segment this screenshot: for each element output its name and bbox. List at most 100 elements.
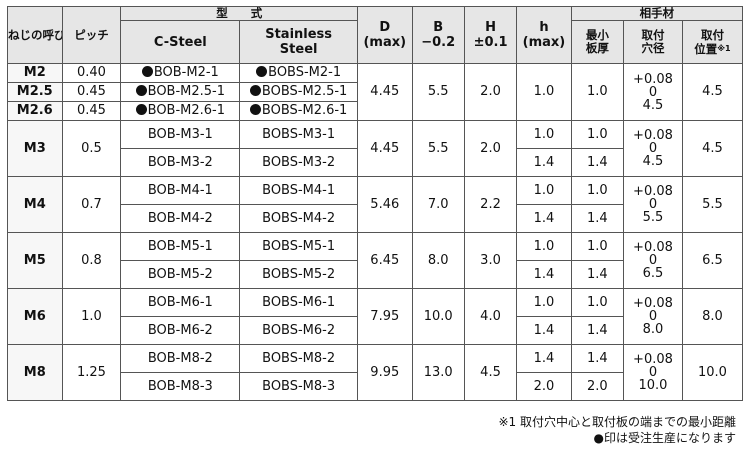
header-hole-dia: 取付 穴径 <box>623 20 683 64</box>
hole-dia-cell: +0.08 0 6.5 <box>623 232 683 289</box>
csteel-cell: BOB-M2.5-1 <box>120 82 241 102</box>
hh-cell: 1.4 <box>516 260 572 289</box>
stainless-cell: BOBS-M4-2 <box>239 204 359 233</box>
table-row: BOB-M3-2 BOBS-M3-2 1.4 1.4 <box>8 148 743 177</box>
hh-cell: 1.4 <box>516 148 572 177</box>
b-cell: 5.5 <box>411 120 465 177</box>
header-pitch: ピッチ <box>61 6 122 64</box>
stainless-cell: BOBS-M5-2 <box>239 260 359 289</box>
spec-table: ねじの呼び ピッチ 型 式 D (max) B −0.2 H ±0.1 h (max) … <box>7 6 744 401</box>
table-row: M4 0.7 BOB-M4-1 BOBS-M4-1 5.46 7.0 2.2 1.0 1.0 +0… <box>7 176 744 233</box>
stainless-cell: BOBS-M6-1 <box>239 288 359 317</box>
header-model: 型 式 <box>120 6 359 21</box>
table-row: M5 0.8 BOB-M5-1 BOBS-M5-1 6.45 8.0 3.0 1.0 1.0 +0… <box>7 232 744 289</box>
csteel-cell: BOB-M2-1 <box>120 63 241 83</box>
d-cell: 9.95 <box>357 344 413 401</box>
d-cell: 4.45 <box>357 120 413 177</box>
h-cell: 4.0 <box>463 288 518 345</box>
hole-pos-cell: 4.5 <box>681 120 744 177</box>
min-thick-cell: 1.4 <box>570 344 625 373</box>
table-row: M8 1.25 BOB-M8-2 BOBS-M8-2 9.95 13.0 4.5 1.4 1.4… <box>7 344 744 401</box>
hole-pos-cell: 5.5 <box>681 176 744 233</box>
stainless-cell: BOBS-M6-2 <box>239 316 359 345</box>
size-cell: M4 <box>7 176 63 233</box>
csteel-cell: BOB-M5-1 <box>120 232 241 261</box>
size-cell: M2.6 <box>7 101 63 121</box>
d-cell: 5.46 <box>357 176 413 233</box>
made-to-order-icon <box>249 85 261 96</box>
table-row: BOB-M8-3 BOBS-M8-3 2.0 2.0 <box>8 372 743 401</box>
table-row: M6 1.0 BOB-M6-1 BOBS-M6-1 7.95 10.0 4.0 1.0 1.0 +… <box>7 288 744 345</box>
hole-dia-cell: +0.08 0 4.5 <box>623 63 683 121</box>
h-cell: 3.0 <box>463 232 518 289</box>
min-thick-cell: 1.0 <box>570 176 625 205</box>
d-cell: 4.45 <box>357 63 413 121</box>
table-row: M2 0.40 BOB-M2-1 BOBS-M2-1 4.45 5.5 2.0 … <box>7 63 744 121</box>
pitch-cell: 0.7 <box>61 176 122 233</box>
b-cell: 7.0 <box>411 176 465 233</box>
stainless-cell: BOBS-M3-1 <box>239 120 359 149</box>
hole-pos-cell: 10.0 <box>681 344 744 401</box>
table-row: M2.5 0.45 BOB-M2.5-1 BOBS-M2.5-1 <box>7 82 743 102</box>
table-row: BOB-M4-2 BOBS-M4-2 1.4 1.4 <box>8 204 743 233</box>
header-mate: 相手材 <box>570 6 744 21</box>
made-to-order-icon <box>135 85 147 96</box>
hole-pos-cell: 4.5 <box>681 63 744 121</box>
pitch-cell: 0.8 <box>61 232 122 289</box>
pitch-cell: 0.45 <box>61 82 122 102</box>
hh-cell: 1.0 <box>516 63 572 121</box>
header-h: H ±0.1 <box>463 6 518 64</box>
stainless-cell: BOBS-M2-1 <box>239 63 359 83</box>
h-cell: 4.5 <box>463 344 518 401</box>
size-cell: M3 <box>7 120 63 177</box>
b-cell: 5.5 <box>411 63 465 121</box>
table-row: BOB-M6-2 BOBS-M6-2 1.4 1.4 <box>8 316 743 345</box>
hh-cell: 1.0 <box>516 288 572 317</box>
min-thick-cell: 1.0 <box>570 288 625 317</box>
hh-cell: 1.4 <box>516 316 572 345</box>
hh-cell: 1.4 <box>516 204 572 233</box>
size-cell: M5 <box>7 232 63 289</box>
made-to-order-icon <box>141 66 153 77</box>
hh-cell: 1.0 <box>516 176 572 205</box>
csteel-cell: BOB-M4-1 <box>120 176 241 205</box>
made-to-order-icon <box>249 104 261 115</box>
made-to-order-icon <box>135 104 147 115</box>
d-cell: 7.95 <box>357 288 413 345</box>
hole-pos-cell: 8.0 <box>681 288 744 345</box>
hole-pos-cell: 6.5 <box>681 232 744 289</box>
hole-dia-cell: +0.08 0 4.5 <box>623 120 683 177</box>
b-cell: 10.0 <box>411 288 465 345</box>
min-thick-cell: 2.0 <box>570 372 625 401</box>
hh-cell: 1.4 <box>516 344 572 373</box>
stainless-cell: BOBS-M4-1 <box>239 176 359 205</box>
b-cell: 13.0 <box>411 344 465 401</box>
footnote-made-to-order: ●印は受注生産になります <box>593 431 736 445</box>
stainless-cell: BOBS-M8-2 <box>239 344 359 373</box>
min-thick-cell: 1.4 <box>570 148 625 177</box>
hh-cell: 1.0 <box>516 120 572 149</box>
footnote-hole-position: ※1 取付穴中心と取付板の端までの最小距離 <box>498 415 736 429</box>
size-cell: M2.5 <box>7 82 63 102</box>
min-thick-cell: 1.4 <box>570 204 625 233</box>
pitch-cell: 1.0 <box>61 288 122 345</box>
size-cell: M8 <box>7 344 63 401</box>
size-cell: M6 <box>7 288 63 345</box>
hh-cell: 2.0 <box>516 372 572 401</box>
stainless-cell: BOBS-M3-2 <box>239 148 359 177</box>
b-cell: 8.0 <box>411 232 465 289</box>
min-thick-cell: 1.0 <box>570 63 625 121</box>
csteel-cell: BOB-M2.6-1 <box>120 101 241 121</box>
min-thick-cell: 1.4 <box>570 316 625 345</box>
header-size: ねじの呼び <box>7 6 63 64</box>
pitch-cell: 1.25 <box>61 344 122 401</box>
stainless-cell: BOBS-M8-3 <box>239 372 359 401</box>
header-stainless: Stainless Steel <box>239 20 359 64</box>
hole-dia-cell: +0.08 0 8.0 <box>623 288 683 345</box>
stainless-cell: BOBS-M2.5-1 <box>239 82 359 102</box>
made-to-order-icon <box>256 66 268 77</box>
csteel-cell: BOB-M8-3 <box>120 372 241 401</box>
pitch-cell: 0.45 <box>61 101 122 121</box>
header-hole-pos: 取付 位置※1 <box>681 20 744 64</box>
stainless-cell: BOBS-M5-1 <box>239 232 359 261</box>
